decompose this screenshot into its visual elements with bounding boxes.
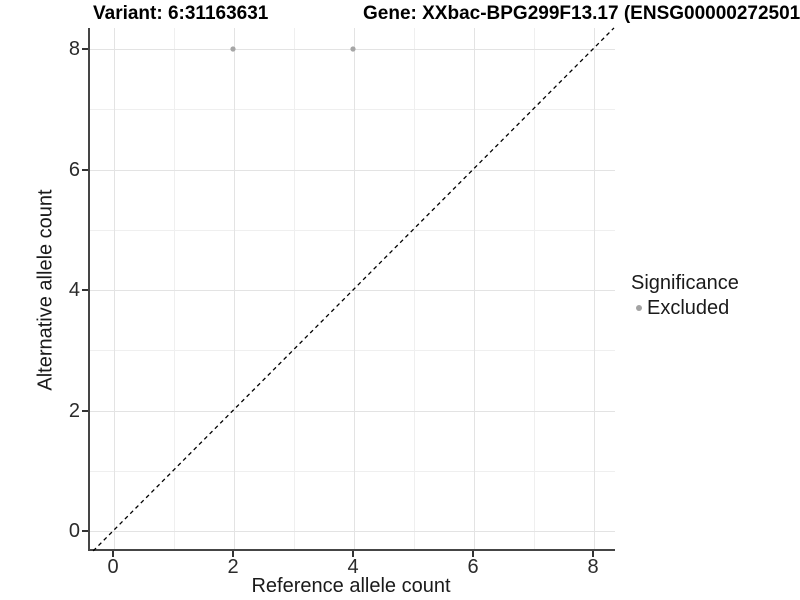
y-tick-mark <box>82 48 88 50</box>
gridline-y-major <box>90 531 615 532</box>
legend-point-icon <box>636 305 642 311</box>
x-tick-mark <box>352 551 354 557</box>
x-tick-mark <box>472 551 474 557</box>
gridline-y-minor <box>90 109 615 111</box>
x-tick-label: 2 <box>227 556 239 578</box>
legend-title: Significance <box>631 272 739 294</box>
y-tick-label: 0 <box>68 520 80 542</box>
gridline-y-major <box>90 169 615 171</box>
y-tick-label: 6 <box>68 158 80 181</box>
plot-title-gene: Gene: XXbac-BPG299F13.17 (ENSG0000027250… <box>363 3 800 24</box>
gridline-y-major <box>90 410 615 412</box>
legend: Significance Excluded <box>631 271 739 320</box>
legend-item-label: Excluded <box>647 297 730 319</box>
x-tick-mark <box>592 551 594 557</box>
x-tick-label: 6 <box>467 556 479 578</box>
y-tick-label: 4 <box>68 279 80 301</box>
x-tick-label: 0 <box>107 556 119 578</box>
y-tick-mark <box>82 289 88 291</box>
gridline-x-major <box>594 28 595 549</box>
gridline-y-major <box>90 290 615 291</box>
gridline-y-minor <box>90 470 615 472</box>
plot-panel <box>88 28 615 551</box>
x-tick-label: 8 <box>587 556 599 578</box>
gridline-x-major <box>234 28 235 549</box>
y-axis-title: Alternative allele count <box>34 189 57 391</box>
plot-title-variant: Variant: 6:31163631 <box>93 3 269 24</box>
y-tick-mark <box>82 530 88 532</box>
gridline-x-major <box>474 28 475 549</box>
gridline-y-major <box>90 49 615 50</box>
x-tick-mark <box>112 551 114 557</box>
y-tick-label: 2 <box>68 399 80 422</box>
y-tick-mark <box>82 168 88 171</box>
x-tick-label: 4 <box>347 556 359 578</box>
y-tick-label: 8 <box>68 38 80 60</box>
legend-item-excluded: Excluded <box>631 296 739 320</box>
x-axis-title: Reference allele count <box>251 575 451 597</box>
gridline-y-minor <box>90 229 615 231</box>
y-tick-mark <box>82 409 88 412</box>
gridline-y-minor <box>90 350 615 352</box>
x-tick-mark <box>232 551 234 557</box>
gridline-x-major <box>114 28 115 549</box>
gridline-x-major <box>354 28 355 549</box>
